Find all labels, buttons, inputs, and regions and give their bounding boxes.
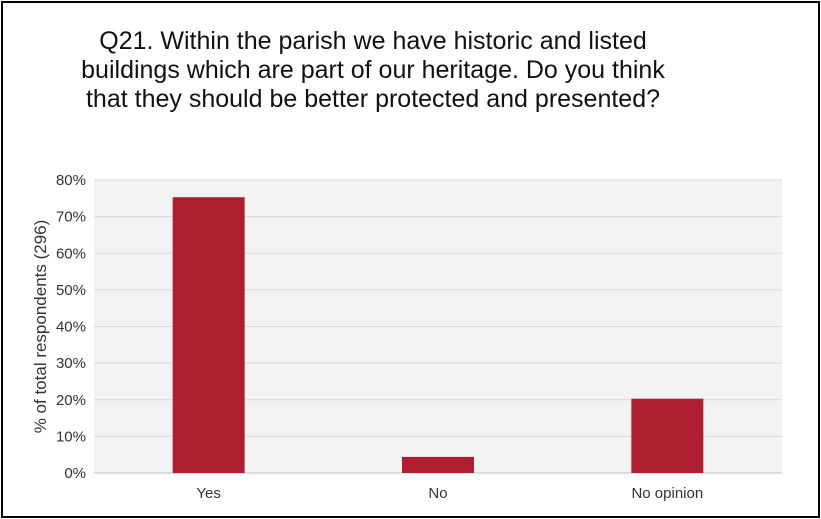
- chart-title: Q21. Within the parish we have historic …: [81, 27, 665, 113]
- bar-no-opinion: [631, 398, 704, 473]
- x-tick-label: No opinion: [631, 485, 703, 502]
- y-tick-label: 10%: [56, 428, 86, 445]
- y-tick-label: 0%: [64, 465, 86, 482]
- x-tick-label: No: [428, 485, 447, 502]
- y-tick-label: 80%: [56, 172, 86, 189]
- bars: [172, 197, 704, 473]
- y-tick-label: 70%: [56, 209, 86, 226]
- x-axis-ticks: Yes No No opinion: [196, 485, 703, 502]
- y-axis-ticks: 0% 10% 20% 30% 40% 50% 60% 70% 80%: [56, 172, 86, 482]
- y-tick-label: 60%: [56, 245, 86, 262]
- y-tick-label: 30%: [56, 355, 86, 372]
- y-tick-label: 40%: [56, 319, 86, 336]
- y-tick-label: 20%: [56, 392, 86, 409]
- bar-yes: [172, 197, 245, 473]
- y-axis-label: % of total respondents (296): [31, 220, 50, 434]
- bar-no: [402, 456, 474, 473]
- y-tick-label: 50%: [56, 282, 86, 299]
- x-tick-label: Yes: [196, 485, 220, 502]
